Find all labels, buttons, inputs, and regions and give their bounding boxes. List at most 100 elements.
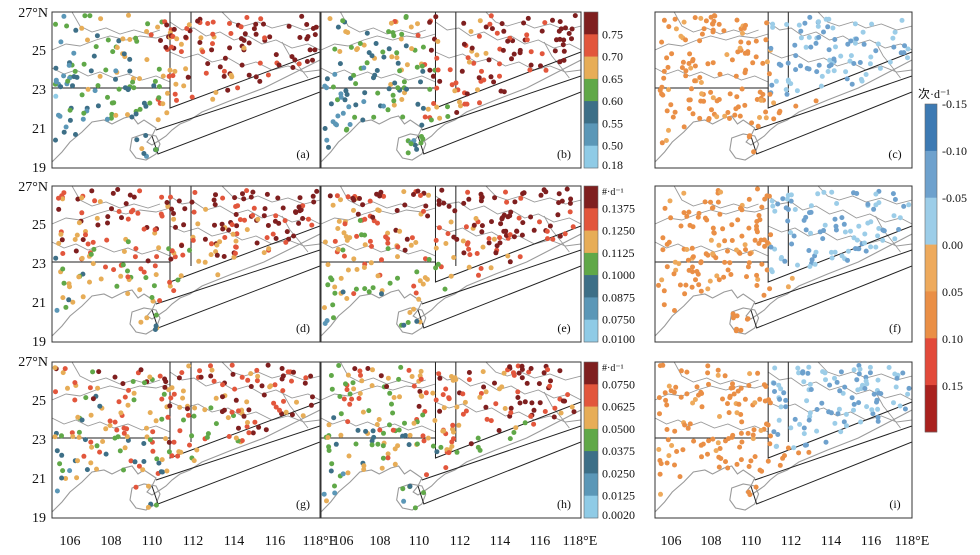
station-dot [233, 397, 239, 403]
station-dot [340, 247, 346, 253]
station-dot [180, 395, 186, 401]
station-dot [213, 192, 218, 198]
station-dot [130, 79, 136, 85]
y-label-r1-2: 23 [32, 257, 46, 272]
station-dot [657, 363, 663, 369]
colorbar-unit: #·d⁻¹ [602, 363, 624, 374]
station-dot [172, 254, 178, 260]
colorbar-tick-label: 0.10 [942, 332, 963, 346]
station-dot [175, 277, 181, 283]
station-dot [717, 71, 723, 77]
station-dot [156, 95, 162, 101]
station-dot [517, 254, 523, 260]
station-dot [109, 111, 115, 117]
station-dot [461, 20, 467, 26]
station-dot [752, 454, 758, 460]
station-dot [759, 261, 765, 267]
station-dot [310, 57, 315, 63]
station-dot [755, 186, 760, 192]
station-dot [777, 396, 783, 402]
station-dot [144, 434, 150, 440]
station-dot [259, 383, 265, 389]
station-dot [111, 267, 117, 273]
station-dot [421, 208, 426, 214]
station-dot [109, 206, 114, 212]
station-dot [97, 199, 103, 205]
station-dot [427, 67, 433, 73]
station-dot [858, 76, 864, 82]
station-dot [166, 439, 172, 445]
axis-labels: 27°N 25 23 21 19 27°N 25 23 21 19 27°N 2… [18, 6, 929, 549]
y-label-r1-0: 27°N [18, 180, 48, 195]
station-dot [680, 59, 686, 65]
station-dot [656, 447, 662, 452]
station-dot [56, 112, 61, 118]
station-dot [187, 247, 192, 253]
station-dot [72, 68, 78, 74]
station-dot [167, 67, 173, 73]
station-dot [507, 213, 513, 219]
station-dot [827, 382, 833, 388]
station-dot [739, 419, 745, 425]
station-dot [395, 275, 400, 281]
x-label-c2-106: 106 [661, 534, 682, 549]
station-dot [121, 51, 127, 57]
station-dot [271, 400, 277, 406]
station-dot [195, 18, 201, 24]
station-dot [81, 453, 87, 459]
station-dot [270, 231, 276, 237]
station-dot [394, 50, 400, 56]
station-dot [340, 471, 346, 477]
station-dot [152, 263, 158, 269]
station-dot [456, 422, 462, 428]
station-dot [421, 438, 427, 444]
station-dot [53, 137, 58, 143]
station-dot [152, 227, 158, 233]
station-dot [400, 486, 406, 492]
station-dot [775, 201, 781, 207]
station-dot [466, 196, 472, 202]
map-frame [51, 361, 321, 519]
station-dot [538, 192, 544, 198]
station-dot [198, 35, 204, 41]
station-dot [819, 73, 825, 79]
station-dot [418, 79, 423, 85]
station-dot [806, 449, 812, 455]
station-dot [561, 37, 567, 43]
province-boundary-1 [655, 418, 768, 432]
station-dot [752, 237, 758, 243]
station-dot [683, 37, 688, 43]
station-dot [528, 62, 534, 68]
station-dot [233, 435, 239, 441]
y-label-r0-4: 19 [32, 161, 46, 176]
station-dot [83, 395, 89, 401]
station-dot [690, 264, 695, 270]
station-dot [433, 245, 439, 251]
station-dot [92, 88, 98, 94]
station-dot [862, 386, 868, 391]
station-dot [656, 395, 662, 401]
station-dot [786, 79, 791, 85]
station-dot [156, 84, 162, 90]
station-dot [389, 54, 395, 60]
station-dot [119, 215, 124, 221]
station-dot [333, 441, 339, 447]
station-dot [765, 458, 771, 464]
station-dot [303, 375, 309, 381]
province-boundary-2 [170, 372, 320, 400]
station-dot [823, 377, 828, 383]
station-dot [143, 133, 149, 138]
station-dot [806, 364, 812, 370]
station-dot [784, 22, 790, 27]
station-dot [708, 199, 713, 205]
station-dot [178, 273, 184, 279]
station-dot [513, 425, 519, 431]
station-dot [902, 406, 908, 412]
y-label-r2-2: 23 [32, 433, 46, 448]
station-dot [892, 29, 898, 35]
station-dot [209, 367, 215, 373]
station-dot [366, 289, 372, 295]
station-dot [826, 16, 832, 22]
station-dot [116, 399, 122, 405]
station-dot [153, 502, 159, 508]
